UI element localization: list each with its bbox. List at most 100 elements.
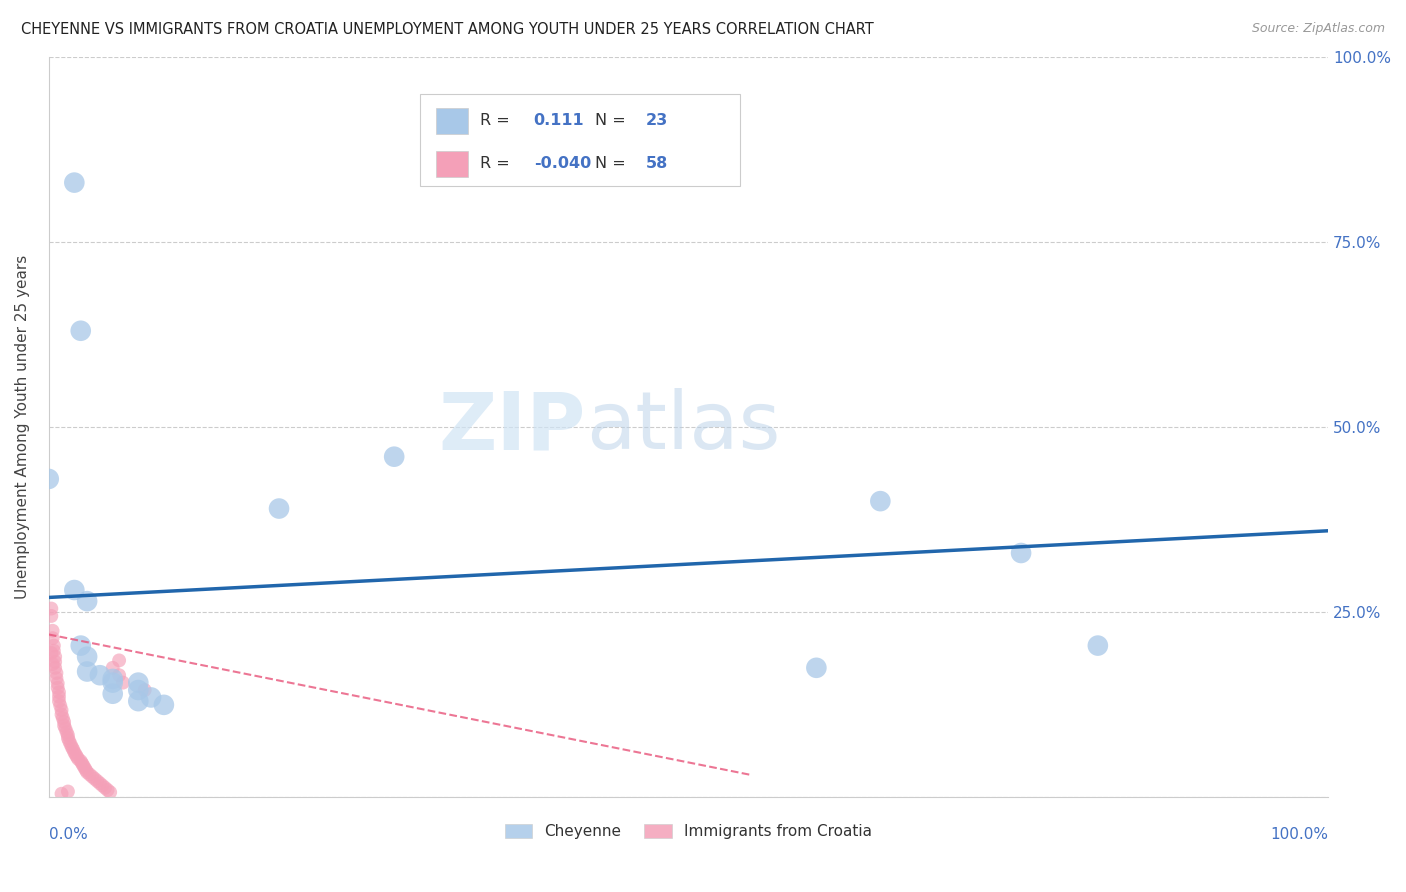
Point bbox=[73, 761, 96, 775]
Text: -0.040: -0.040 bbox=[534, 156, 591, 171]
Point bbox=[51, 707, 73, 722]
Text: 0.0%: 0.0% bbox=[49, 827, 87, 842]
Point bbox=[94, 780, 117, 795]
Point bbox=[63, 745, 86, 759]
Point bbox=[42, 639, 65, 653]
Point bbox=[101, 672, 124, 686]
Point bbox=[56, 784, 79, 798]
Point bbox=[83, 772, 105, 786]
Point bbox=[806, 661, 828, 675]
Point bbox=[89, 668, 111, 682]
FancyBboxPatch shape bbox=[436, 152, 468, 178]
Point bbox=[82, 770, 104, 784]
Point bbox=[139, 690, 162, 705]
Point bbox=[134, 683, 156, 698]
Point bbox=[59, 737, 82, 751]
Point bbox=[58, 734, 80, 748]
Point bbox=[101, 687, 124, 701]
Point bbox=[76, 665, 98, 679]
Point bbox=[49, 698, 72, 713]
FancyBboxPatch shape bbox=[420, 94, 740, 186]
Point bbox=[127, 683, 149, 698]
Text: CHEYENNE VS IMMIGRANTS FROM CROATIA UNEMPLOYMENT AMONG YOUTH UNDER 25 YEARS CORR: CHEYENNE VS IMMIGRANTS FROM CROATIA UNEM… bbox=[21, 22, 875, 37]
Point bbox=[38, 472, 60, 486]
Point bbox=[44, 661, 66, 675]
Point bbox=[108, 668, 131, 682]
Point bbox=[41, 657, 63, 672]
Point bbox=[76, 649, 98, 664]
Point bbox=[53, 718, 76, 732]
Point bbox=[63, 176, 86, 190]
Text: Source: ZipAtlas.com: Source: ZipAtlas.com bbox=[1251, 22, 1385, 36]
Text: ZIP: ZIP bbox=[439, 388, 586, 466]
Point bbox=[53, 714, 76, 729]
Point bbox=[46, 676, 69, 690]
Point bbox=[46, 681, 69, 695]
Point bbox=[60, 740, 83, 755]
FancyBboxPatch shape bbox=[436, 108, 468, 134]
Text: 23: 23 bbox=[647, 113, 668, 128]
Point bbox=[44, 655, 66, 669]
Point bbox=[55, 725, 77, 739]
Point bbox=[76, 765, 98, 780]
Y-axis label: Unemployment Among Youth under 25 years: Unemployment Among Youth under 25 years bbox=[15, 255, 30, 599]
Point bbox=[55, 722, 77, 736]
Point bbox=[101, 675, 124, 690]
Point bbox=[91, 779, 114, 793]
Point bbox=[101, 661, 124, 675]
Point bbox=[51, 787, 73, 801]
Point bbox=[69, 639, 91, 653]
Text: R =: R = bbox=[479, 156, 509, 171]
Text: N =: N = bbox=[595, 156, 626, 171]
Point bbox=[52, 711, 75, 725]
Point bbox=[76, 594, 98, 608]
Point bbox=[56, 728, 79, 742]
Point bbox=[127, 694, 149, 708]
Point bbox=[267, 501, 290, 516]
Point bbox=[69, 754, 91, 768]
Point bbox=[111, 675, 134, 690]
Point bbox=[45, 671, 67, 685]
Text: atlas: atlas bbox=[586, 388, 780, 466]
Point bbox=[56, 731, 79, 746]
Point bbox=[869, 494, 891, 508]
Point bbox=[66, 749, 89, 764]
Point bbox=[48, 694, 70, 708]
Point bbox=[127, 675, 149, 690]
Point bbox=[70, 756, 93, 771]
Point bbox=[65, 747, 87, 762]
Point bbox=[39, 601, 62, 615]
Point bbox=[63, 582, 86, 597]
Point bbox=[41, 624, 63, 638]
Point bbox=[1087, 639, 1109, 653]
Text: 0.111: 0.111 bbox=[534, 113, 585, 128]
Point bbox=[69, 324, 91, 338]
Text: N =: N = bbox=[595, 113, 626, 128]
Point bbox=[67, 752, 90, 766]
Legend: Cheyenne, Immigrants from Croatia: Cheyenne, Immigrants from Croatia bbox=[499, 818, 879, 846]
Point bbox=[51, 703, 73, 717]
Point bbox=[86, 774, 108, 789]
Point bbox=[382, 450, 405, 464]
Point bbox=[72, 758, 94, 772]
Point bbox=[89, 776, 111, 790]
Point bbox=[1010, 546, 1032, 560]
Point bbox=[98, 785, 121, 799]
Point bbox=[45, 665, 67, 680]
Point bbox=[97, 783, 120, 797]
Point bbox=[48, 685, 70, 699]
Point bbox=[48, 690, 70, 704]
Point bbox=[108, 653, 131, 667]
Text: R =: R = bbox=[479, 113, 509, 128]
Point bbox=[44, 649, 66, 664]
Point bbox=[153, 698, 176, 712]
Point bbox=[42, 644, 65, 658]
Point bbox=[41, 631, 63, 645]
Point bbox=[39, 609, 62, 624]
Point bbox=[79, 767, 101, 781]
Text: 100.0%: 100.0% bbox=[1270, 827, 1329, 842]
Point bbox=[75, 763, 97, 777]
Text: 58: 58 bbox=[647, 156, 668, 171]
Point bbox=[39, 646, 62, 660]
Point bbox=[62, 742, 84, 756]
